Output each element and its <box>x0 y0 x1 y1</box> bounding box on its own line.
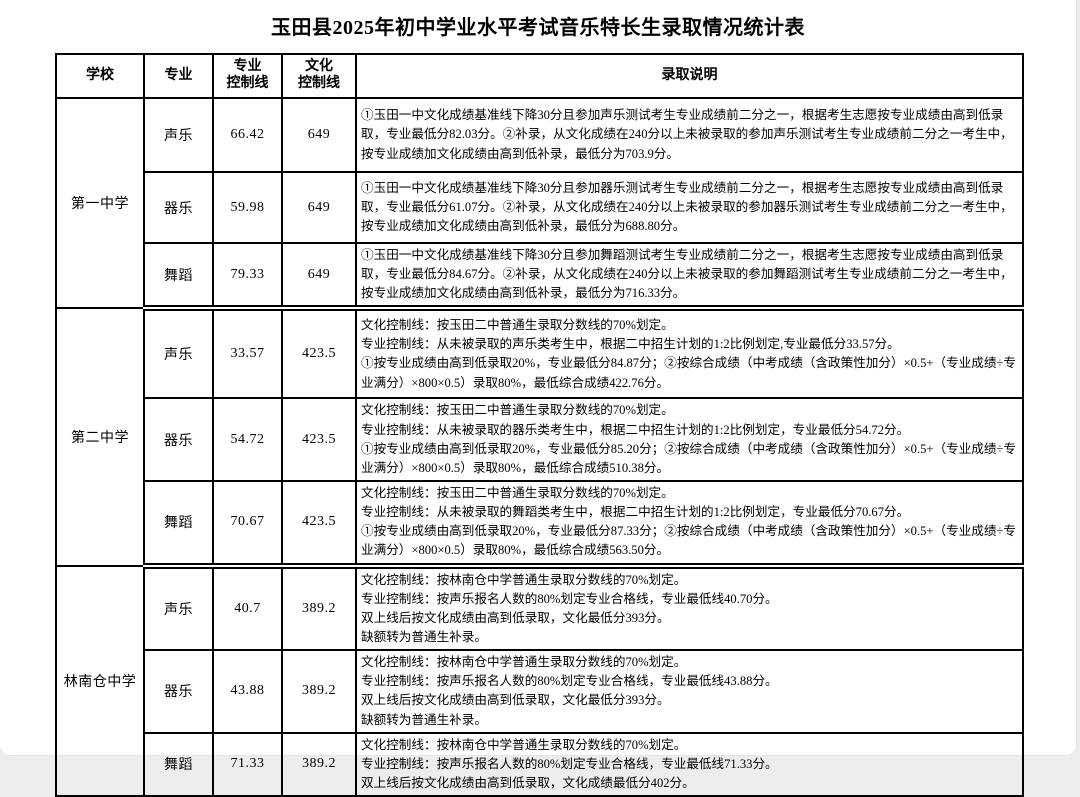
major-line-cell: 40.7 <box>212 564 283 652</box>
major-line-cell: 79.33 <box>212 241 283 312</box>
header-major-control-line: 专业 控制线 <box>212 53 283 99</box>
admissions-table: 学校 专业 专业 控制线 文化 控制线 录取说明 第一中学 声乐 66.42 6… <box>55 53 1024 797</box>
admission-desc-cell: 文化控制线：按林南仓中学普通生录取分数线的70%划定。 专业控制线：按声乐报名人… <box>355 731 1024 797</box>
major-line-cell: 70.67 <box>212 479 283 569</box>
table-row: 器乐 43.88 389.2 文化控制线：按林南仓中学普通生录取分数线的70%划… <box>56 649 1024 734</box>
admission-desc-cell: 文化控制线：按玉田二中普通生录取分数线的70%划定。 专业控制线：从未被录取的舞… <box>355 479 1024 569</box>
culture-line-cell: 423.5 <box>281 307 357 400</box>
table-row: 舞蹈 71.33 389.2 文化控制线：按林南仓中学普通生录取分数线的70%划… <box>56 731 1024 797</box>
culture-line-cell: 649 <box>281 97 357 173</box>
culture-line-cell: 649 <box>281 171 357 244</box>
admission-desc-cell: 文化控制线：按林南仓中学普通生录取分数线的70%划定。 专业控制线：按声乐报名人… <box>355 649 1024 734</box>
major-cell: 器乐 <box>143 171 214 244</box>
culture-line-cell: 389.2 <box>281 564 357 652</box>
culture-line-cell: 423.5 <box>281 397 357 482</box>
table-row: 第一中学 声乐 66.42 649 ①玉田一中文化成绩基准线下降30分且参加声乐… <box>55 96 1024 310</box>
admission-desc-cell: 文化控制线：按林南仓中学普通生录取分数线的70%划定。 专业控制线：按声乐报名人… <box>355 564 1024 652</box>
major-line-cell: 43.88 <box>212 649 283 734</box>
header-school: 学校 <box>55 53 145 99</box>
culture-line-cell: 423.5 <box>281 479 357 569</box>
admission-desc-cell: ①玉田一中文化成绩基准线下降30分且参加器乐测试考生专业成绩前二分之一，根据考生… <box>355 171 1024 244</box>
culture-line-cell: 389.2 <box>281 649 357 734</box>
table-row: 舞蹈 79.33 649 ①玉田一中文化成绩基准线下降30分且参加舞蹈测试考生专… <box>56 241 1024 312</box>
admission-desc-cell: ①玉田一中文化成绩基准线下降30分且参加声乐测试考生专业成绩前二分之一，根据考生… <box>355 97 1024 173</box>
major-line-cell: 33.57 <box>212 307 283 400</box>
major-cell: 舞蹈 <box>143 731 214 797</box>
admission-desc-cell: 文化控制线：按玉田二中普通生录取分数线的70%划定。 专业控制线：从未被录取的器… <box>355 397 1024 482</box>
major-cell: 声乐 <box>143 564 214 652</box>
table-row: 器乐 54.72 423.5 文化控制线：按玉田二中普通生录取分数线的70%划定… <box>56 397 1024 482</box>
header-major: 专业 <box>143 53 214 99</box>
culture-line-cell: 389.2 <box>281 731 357 797</box>
school-cell: 第一中学 <box>55 96 145 310</box>
table-row: 林南仓中学 声乐 40.7 389.2 文化控制线：按林南仓中学普通生录取分数线… <box>55 564 1024 797</box>
school-cell: 第二中学 <box>55 307 145 567</box>
major-cell: 声乐 <box>143 97 214 173</box>
major-cell: 器乐 <box>143 649 214 734</box>
page-title: 玉田县2025年初中学业水平考试音乐特长生录取情况统计表 <box>271 17 805 39</box>
admission-desc-cell: 文化控制线：按玉田二中普通生录取分数线的70%划定。 专业控制线：从未被录取的声… <box>355 307 1024 400</box>
major-cell: 舞蹈 <box>143 479 214 569</box>
major-cell: 舞蹈 <box>143 241 214 312</box>
major-cell: 器乐 <box>143 397 214 482</box>
culture-line-cell: 649 <box>281 241 357 312</box>
major-line-cell: 66.42 <box>212 97 283 173</box>
header-row: 学校 专业 专业 控制线 文化 控制线 录取说明 <box>55 53 1024 99</box>
table-row: 第二中学 声乐 33.57 423.5 文化控制线：按玉田二中普通生录取分数线的… <box>55 307 1024 567</box>
admission-desc-cell: ①玉田一中文化成绩基准线下降30分且参加舞蹈测试考生专业成绩前二分之一，根据考生… <box>355 241 1024 312</box>
table-row: 舞蹈 70.67 423.5 文化控制线：按玉田二中普通生录取分数线的70%划定… <box>56 479 1024 569</box>
major-line-cell: 54.72 <box>212 397 283 482</box>
major-line-cell: 59.98 <box>212 171 283 244</box>
major-cell: 声乐 <box>143 307 214 400</box>
header-culture-control-line: 文化 控制线 <box>281 53 357 99</box>
school-cell: 林南仓中学 <box>55 564 145 797</box>
major-line-cell: 71.33 <box>212 731 283 797</box>
header-admission-notes: 录取说明 <box>355 53 1024 99</box>
table-row: 器乐 59.98 649 ①玉田一中文化成绩基准线下降30分且参加器乐测试考生专… <box>56 171 1024 244</box>
